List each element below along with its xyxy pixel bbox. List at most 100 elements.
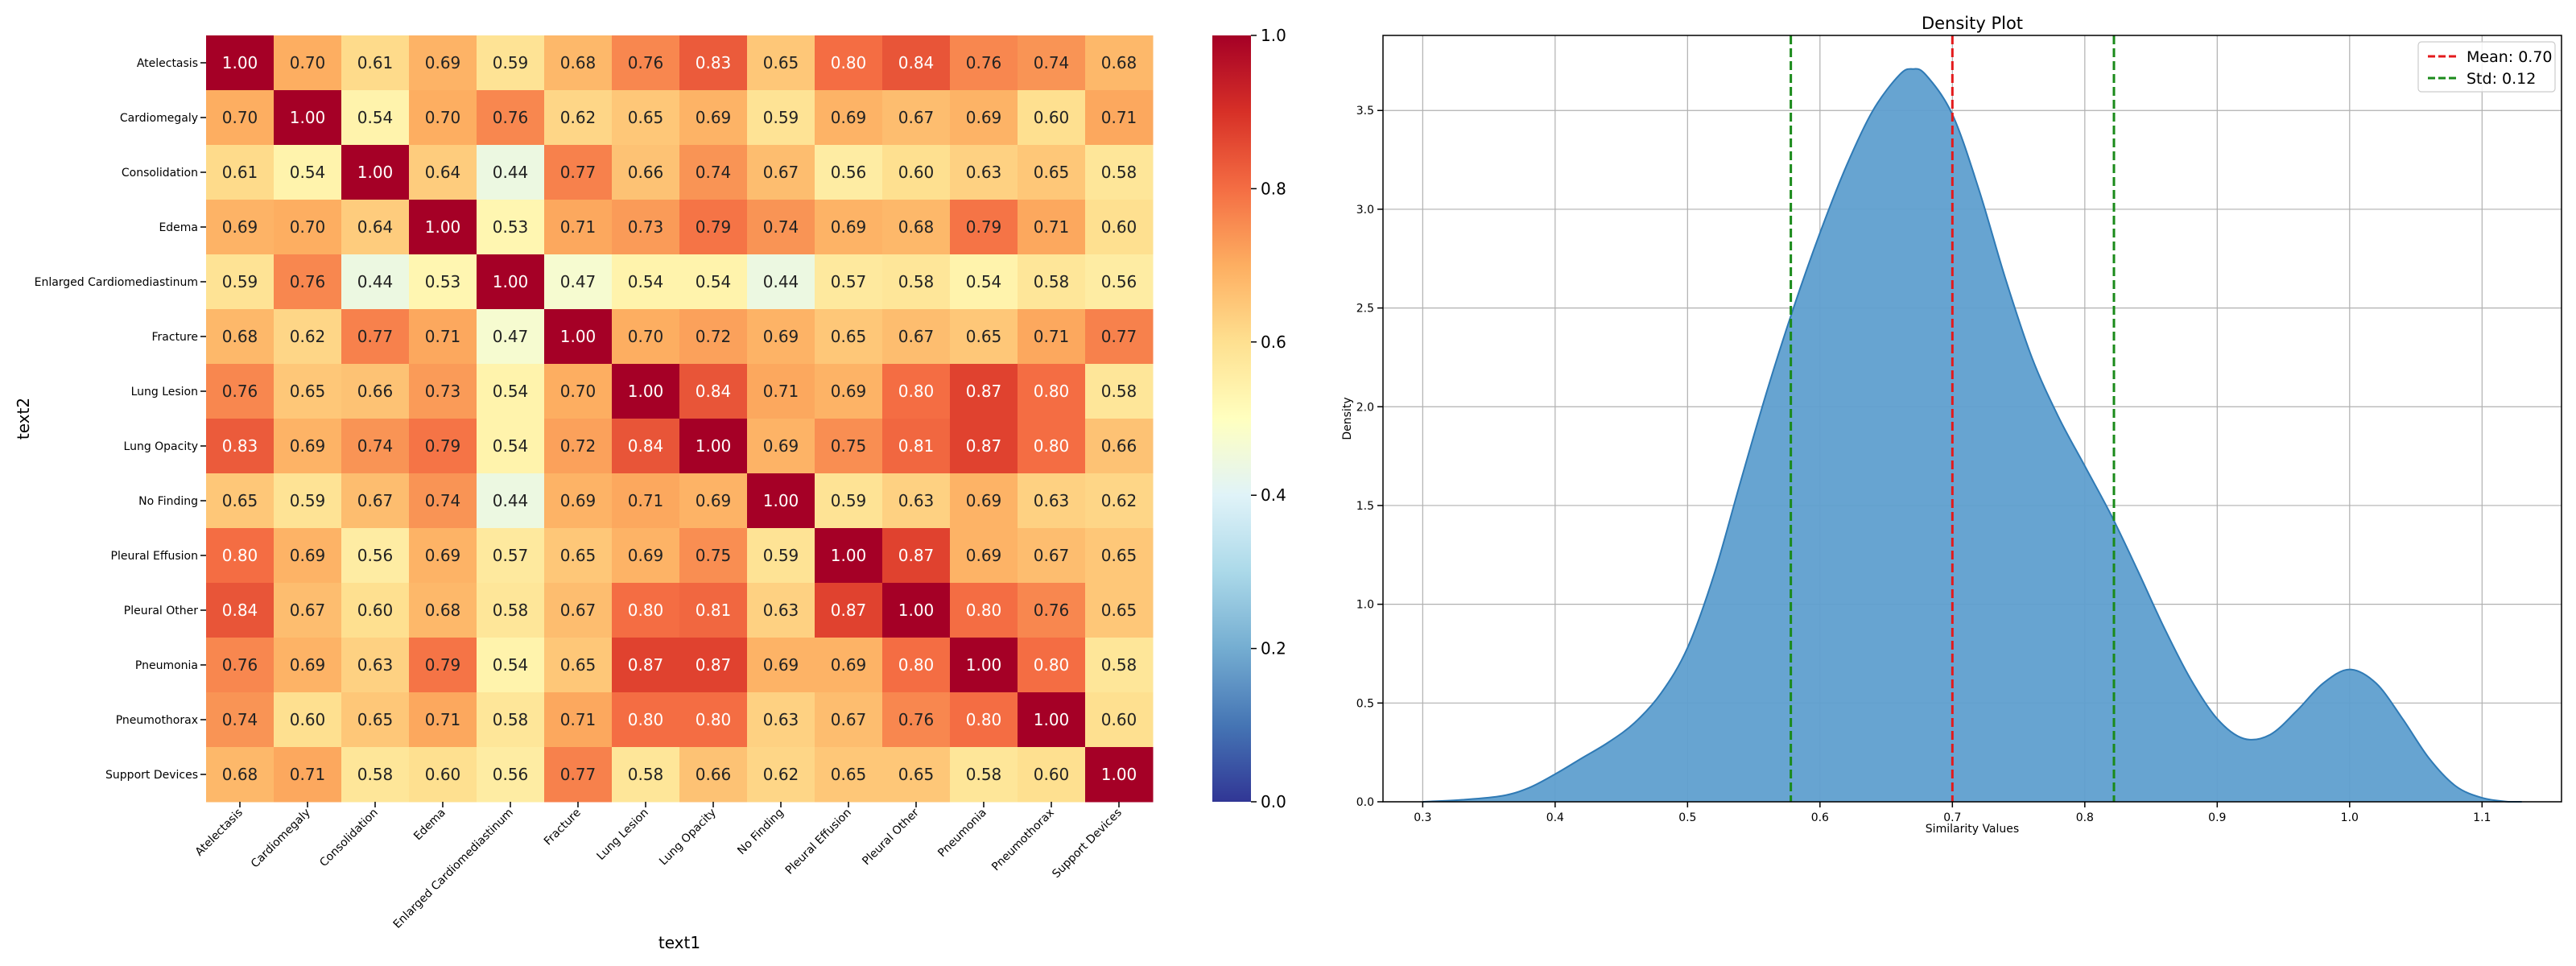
- heatmap-cell-label: 0.77: [560, 163, 597, 182]
- heatmap-cell: [409, 638, 477, 693]
- heatmap-cell: [1085, 692, 1154, 748]
- heatmap-cell: [206, 638, 275, 693]
- y-tick-label: Atelectasis: [137, 57, 198, 70]
- heatmap-cell-label: 0.47: [560, 272, 597, 291]
- heatmap-cell-label: 0.44: [493, 163, 529, 182]
- heatmap-cell: [747, 35, 815, 91]
- heatmap-cell: [679, 747, 748, 803]
- heatmap-cell: [747, 692, 815, 748]
- heatmap-cell-label: 0.60: [1101, 710, 1137, 729]
- heatmap-cell: [206, 364, 275, 419]
- heatmap-chart: 1.00 0.70 0.61 0.69 0.59 0.68 0.76 0.83 0.65 0.80…: [14, 35, 1154, 952]
- heatmap-cell-label: 0.68: [1101, 53, 1137, 72]
- heatmap-cell-label: 0.73: [425, 382, 461, 401]
- heatmap-cell: [1018, 309, 1086, 365]
- heatmap-cell: [1018, 638, 1086, 693]
- heatmap-cell-label: 0.65: [1034, 163, 1070, 182]
- heatmap-cell: [950, 692, 1018, 748]
- x-tick-label: 0.7: [1943, 811, 1961, 824]
- heatmap-cell-label: 0.65: [763, 53, 799, 72]
- heatmap-cell: [1018, 583, 1086, 638]
- heatmap-cell: [1085, 145, 1154, 200]
- heatmap-cell-label: 0.76: [1034, 601, 1070, 620]
- x-tick-label: Fracture: [542, 807, 584, 848]
- heatmap-cell: [950, 364, 1018, 419]
- heatmap-cell: [274, 309, 342, 365]
- heatmap-cell-label: 1.00: [1101, 765, 1137, 784]
- chart-title: Density Plot: [1922, 14, 2023, 33]
- heatmap-cell: [950, 200, 1018, 255]
- x-tick-label: 0.4: [1546, 811, 1564, 824]
- heatmap-cell: [882, 309, 951, 365]
- heatmap-cell-label: 0.66: [1101, 436, 1137, 456]
- heatmap-cell-label: 1.00: [763, 491, 799, 510]
- heatmap-cell: [679, 364, 748, 419]
- heatmap-cell-label: 0.69: [628, 546, 664, 565]
- heatmap-cell-label: 0.80: [628, 601, 664, 620]
- heatmap-cell-label: 1.00: [560, 327, 597, 346]
- heatmap-cell: [815, 528, 883, 584]
- heatmap-cell: [1018, 145, 1086, 200]
- heatmap-cell: [409, 145, 477, 200]
- heatmap-cell: [950, 473, 1018, 529]
- x-tick-label: Pleural Effusion: [783, 807, 854, 877]
- heatmap-cell-label: 0.67: [831, 710, 867, 729]
- heatmap-cell-label: 0.67: [357, 491, 394, 510]
- heatmap-cell-label: 0.71: [290, 765, 326, 784]
- plot-frame: [1382, 35, 2562, 803]
- heatmap-cell-label: 0.80: [898, 655, 935, 675]
- heatmap-cell-label: 0.69: [966, 491, 1002, 510]
- heatmap-cell: [477, 364, 545, 419]
- colorbar-tick-label: 1.0: [1261, 26, 1286, 45]
- heatmap-cell: [477, 473, 545, 529]
- heatmap-cell: [409, 254, 477, 310]
- heatmap-cell-label: 0.60: [290, 710, 326, 729]
- heatmap-cell: [882, 692, 951, 748]
- heatmap-cell: [747, 638, 815, 693]
- heatmap-cell: [341, 254, 410, 310]
- heatmap-cell: [950, 145, 1018, 200]
- x-tick-label: 0.3: [1414, 811, 1431, 824]
- y-tick-label: 3.0: [1356, 204, 1374, 217]
- heatmap-cell-label: 0.80: [1034, 655, 1070, 675]
- x-tick-label: Pneumonia: [935, 807, 989, 861]
- y-tick-label: Edema: [159, 221, 198, 234]
- heatmap-cell: [409, 747, 477, 803]
- y-axis-label: text2: [14, 398, 33, 440]
- heatmap-cell-label: 0.64: [425, 163, 461, 182]
- heatmap-cell-label: 0.70: [560, 382, 597, 401]
- heatmap-cell: [882, 254, 951, 310]
- heatmap-cell: [409, 419, 477, 474]
- heatmap-cell-label: 0.56: [493, 765, 529, 784]
- heatmap-cell-label: 0.69: [966, 108, 1002, 127]
- heatmap-cell-label: 0.79: [425, 655, 461, 675]
- heatmap-cell: [274, 583, 342, 638]
- heatmap-cell: [815, 583, 883, 638]
- y-tick-label: No Finding: [138, 495, 198, 508]
- heatmap-cell-label: 1.00: [1034, 710, 1070, 729]
- heatmap-cell: [747, 364, 815, 419]
- heatmap-cell-label: 0.74: [357, 436, 394, 456]
- heatmap-cell: [544, 35, 613, 91]
- heatmap-cell-label: 0.58: [628, 765, 664, 784]
- heatmap-cell: [544, 638, 613, 693]
- heatmap-cell: [612, 747, 680, 803]
- colorbar-tick-label: 0.2: [1261, 639, 1286, 658]
- heatmap-cell-label: 0.68: [222, 327, 258, 346]
- heatmap-cell: [544, 583, 613, 638]
- heatmap-cell-label: 0.68: [425, 601, 461, 620]
- heatmap-cell-label: 0.58: [966, 765, 1002, 784]
- heatmap-cell: [747, 90, 815, 146]
- heatmap-cell-label: 0.54: [966, 272, 1002, 291]
- heatmap-cell: [882, 90, 951, 146]
- heatmap-cell: [274, 473, 342, 529]
- heatmap-cell-label: 0.61: [222, 163, 258, 182]
- heatmap-cell-label: 0.65: [222, 491, 258, 510]
- heatmap-cell: [477, 90, 545, 146]
- heatmap-cell-label: 0.58: [1101, 655, 1137, 675]
- heatmap-cell-label: 0.67: [898, 327, 935, 346]
- y-tick-label: 1.0: [1356, 599, 1374, 612]
- heatmap-cell-label: 0.59: [493, 53, 529, 72]
- x-tick-label: Enlarged Cardiomediastinum: [391, 807, 516, 931]
- heatmap-cell-label: 0.80: [966, 710, 1002, 729]
